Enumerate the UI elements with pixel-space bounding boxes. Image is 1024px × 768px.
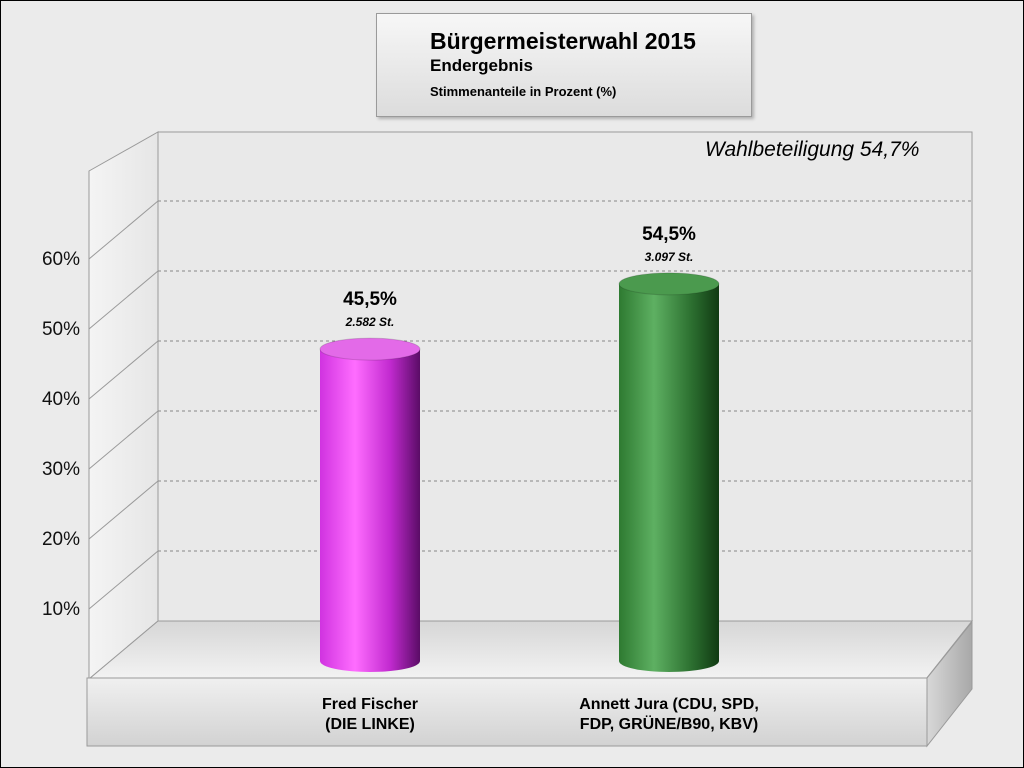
y-axis-label: Stimmenanteile in Prozent (%) (430, 84, 617, 99)
gridline-side (88, 410, 159, 470)
chart-back-wall (157, 131, 973, 622)
y-tick-label: 30% (42, 459, 80, 480)
y-tick-label: 40% (42, 389, 80, 410)
chart-title: Bürgermeisterwahl 2015 (430, 28, 696, 54)
bar (619, 283, 719, 672)
chart-base-side (926, 620, 973, 748)
bar-top (618, 272, 720, 296)
chart-base-front (86, 677, 928, 747)
title-box: Bürgermeisterwahl 2015 Endergebnis Stimm… (376, 13, 752, 117)
y-tick-label: 20% (42, 529, 80, 550)
x-tick-label: Annett Jura (CDU, SPD, (579, 696, 759, 713)
vote-label: 2.582 St. (345, 315, 395, 329)
chart-subtitle: Endergebnis (430, 56, 533, 75)
x-tick-label: Fred Fischer (322, 696, 418, 713)
data-label: 54,5% (642, 224, 696, 245)
gridline-side (88, 480, 159, 540)
y-tick-label: 10% (42, 599, 80, 620)
gridline-side (88, 340, 159, 400)
chart-left-wall (88, 131, 159, 681)
y-tick-label: 50% (42, 319, 80, 340)
bar-top (319, 337, 421, 361)
x-tick-label: FDP, GRÜNE/B90, KBV) (580, 714, 758, 733)
gridline-side (88, 550, 159, 610)
vote-label: 3.097 St. (645, 250, 694, 264)
data-label: 45,5% (343, 289, 397, 310)
x-tick-label: (DIE LINKE) (325, 716, 415, 733)
chart-floor (87, 620, 974, 680)
gridline-side (88, 200, 159, 260)
y-tick-label: 60% (42, 249, 80, 270)
bar (320, 349, 420, 672)
turnout-annotation: Wahlbeteiligung 54,7% (705, 138, 920, 161)
gridline-side (88, 270, 159, 330)
